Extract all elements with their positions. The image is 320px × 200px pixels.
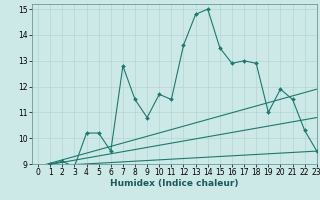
X-axis label: Humidex (Indice chaleur): Humidex (Indice chaleur) bbox=[110, 179, 239, 188]
